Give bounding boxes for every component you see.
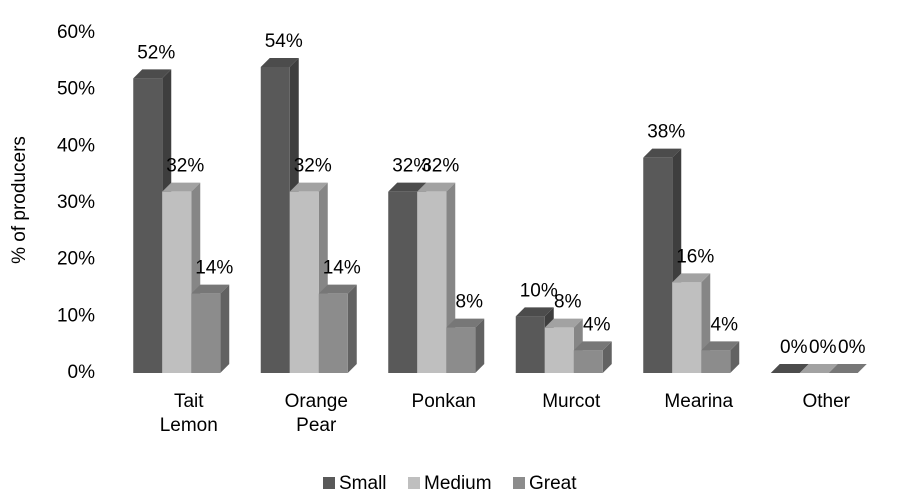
bar-side bbox=[602, 341, 612, 373]
bar bbox=[318, 293, 348, 373]
data-label: 32% bbox=[421, 156, 459, 177]
bar-top bbox=[770, 364, 809, 373]
bar bbox=[289, 191, 319, 373]
bar bbox=[573, 350, 603, 373]
y-tick-label: 10% bbox=[57, 305, 95, 326]
legend-label: Great bbox=[529, 473, 577, 494]
bar-top bbox=[828, 364, 867, 373]
bar-top bbox=[672, 273, 711, 283]
y-tick-label: 60% bbox=[57, 22, 95, 43]
bar bbox=[544, 327, 574, 373]
data-label: 8% bbox=[456, 292, 484, 313]
legend-label: Medium bbox=[424, 473, 492, 494]
data-label: 38% bbox=[647, 122, 685, 143]
data-label: 4% bbox=[583, 314, 611, 335]
bar bbox=[388, 191, 418, 373]
data-label: 16% bbox=[676, 246, 714, 267]
bar bbox=[191, 293, 221, 373]
legend-swatch bbox=[513, 477, 525, 489]
data-label: 54% bbox=[265, 31, 303, 52]
y-tick-label: 20% bbox=[57, 249, 95, 270]
bar-top bbox=[191, 284, 230, 294]
bar-top bbox=[515, 307, 554, 317]
bar bbox=[701, 350, 731, 373]
bar-top bbox=[388, 182, 427, 192]
data-label: 32% bbox=[392, 156, 430, 177]
data-label: 14% bbox=[195, 258, 233, 279]
data-label: 52% bbox=[137, 42, 175, 63]
bar bbox=[162, 191, 192, 373]
data-label: 8% bbox=[554, 292, 582, 313]
bar-top bbox=[643, 148, 682, 158]
bar bbox=[260, 67, 290, 373]
data-label: 10% bbox=[520, 280, 558, 301]
bar-top bbox=[544, 318, 583, 328]
legend-swatch bbox=[408, 477, 420, 489]
x-tick-label: Tait Lemon bbox=[159, 391, 218, 436]
y-tick-label: 0% bbox=[68, 362, 96, 383]
data-label: 0% bbox=[838, 337, 866, 358]
bar bbox=[515, 316, 545, 373]
bar-side bbox=[730, 341, 740, 373]
x-tick-label: Ponkan bbox=[411, 391, 476, 412]
x-tick-label: Murcot bbox=[542, 391, 601, 412]
bar-top bbox=[318, 284, 357, 294]
bar-top bbox=[260, 58, 299, 67]
y-tick-label: 50% bbox=[57, 79, 95, 100]
bar-top bbox=[162, 182, 201, 192]
data-label: 0% bbox=[780, 337, 808, 358]
bar-side bbox=[475, 318, 485, 373]
data-label: 14% bbox=[323, 258, 361, 279]
bar-top bbox=[573, 341, 612, 351]
bar bbox=[446, 327, 476, 373]
x-tick-label: Mearina bbox=[664, 391, 734, 412]
legend-swatch bbox=[323, 477, 335, 489]
bar bbox=[133, 78, 163, 373]
bar bbox=[417, 191, 447, 373]
data-label: 32% bbox=[166, 156, 204, 177]
legend-label: Small bbox=[339, 473, 387, 494]
bar-side bbox=[347, 284, 357, 373]
bar-side bbox=[220, 284, 230, 373]
bar-top bbox=[446, 318, 485, 328]
bar-top bbox=[133, 69, 172, 79]
bar bbox=[672, 282, 702, 373]
data-label: 0% bbox=[809, 337, 837, 358]
bar bbox=[643, 157, 673, 373]
x-tick-label: Orange Pear bbox=[284, 391, 348, 436]
data-label: 4% bbox=[711, 314, 739, 335]
y-axis-label: % of producers bbox=[9, 136, 30, 264]
bar-top bbox=[799, 364, 838, 373]
bar-top bbox=[289, 182, 328, 192]
bar-top bbox=[417, 182, 456, 192]
data-label: 32% bbox=[294, 156, 332, 177]
y-tick-label: 30% bbox=[57, 192, 95, 213]
x-tick-label: Other bbox=[802, 391, 851, 412]
bar-top bbox=[701, 341, 740, 351]
y-tick-label: 40% bbox=[57, 135, 95, 156]
